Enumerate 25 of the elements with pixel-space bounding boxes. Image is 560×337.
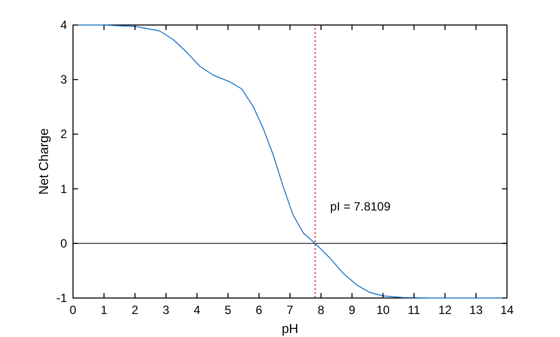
x-tick-label: 6	[256, 303, 263, 317]
y-tick-label: 4	[60, 18, 68, 32]
x-tick-label: 7	[286, 303, 294, 317]
x-tick-label: 0	[70, 303, 77, 317]
x-tick-label: 14	[500, 303, 514, 317]
x-tick-label: 13	[469, 303, 483, 317]
y-tick-label: 1	[60, 182, 68, 196]
x-tick-label: 4	[194, 303, 201, 317]
y-tick-label: 3	[60, 72, 68, 87]
y-tick-label: -1	[56, 291, 68, 305]
x-tick-label: 8	[318, 303, 325, 317]
x-tick-label: 9	[348, 303, 356, 317]
x-tick-label: 11	[408, 303, 421, 317]
y-axis-title: Net Charge	[36, 128, 51, 195]
line-series	[72, 24, 508, 298]
y-tick-label: 0	[60, 236, 68, 250]
x-tick-label: 5	[224, 303, 232, 317]
x-tick-label: 1	[100, 303, 108, 317]
x-tick-label: 3	[162, 303, 170, 317]
x-tick-label: 2	[132, 303, 139, 317]
x-tick-label: 10	[376, 303, 390, 317]
y-tick-label: 2	[60, 127, 68, 142]
x-tick-label: 12	[438, 303, 452, 317]
x-axis-title: pH	[282, 321, 298, 336]
ref-line-label: pI = 7.8109	[330, 200, 391, 214]
